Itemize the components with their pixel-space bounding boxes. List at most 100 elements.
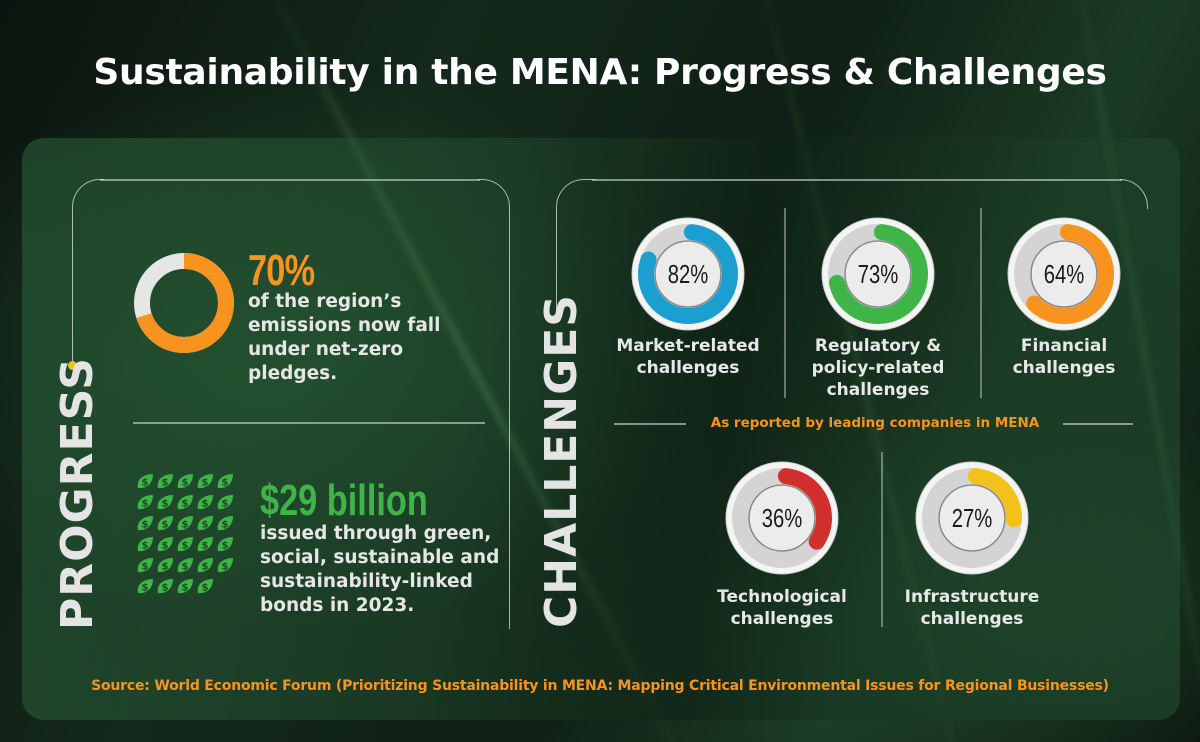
money-leaf-icon: $ [197, 516, 213, 531]
challenge-label-line: Infrastructure [904, 587, 1040, 607]
progress-bracket-left [72, 179, 104, 365]
challenges-bracket-left [556, 179, 596, 319]
svg-text:$: $ [222, 478, 229, 489]
money-leaf-icon: $ [177, 558, 193, 573]
gauge-value: 73% [858, 260, 899, 289]
money-leaf-icon: $ [197, 558, 213, 573]
money-leaf-icon: $ [137, 495, 153, 510]
note-rule-left [614, 423, 686, 425]
challenges-bracket-top [592, 179, 1122, 181]
svg-text:$: $ [162, 562, 169, 573]
money-leaf-icon: $ [217, 537, 233, 552]
money-leaf-icon: $ [217, 495, 233, 510]
svg-text:$: $ [202, 583, 209, 594]
money-leaf-icon: $ [217, 474, 233, 489]
column-divider [881, 452, 883, 627]
stat-description-line: emissions now fall [248, 315, 441, 336]
svg-text:$: $ [222, 499, 229, 510]
money-leaf-icon: $ [197, 495, 213, 510]
svg-text:$: $ [162, 520, 169, 531]
money-leaf-icon: $ [197, 579, 213, 594]
gauge-market: 82% [631, 217, 745, 331]
progress-marker-dot [68, 361, 77, 370]
stat-description: issued through green, social, sustainabl… [260, 522, 499, 618]
svg-text:$: $ [162, 583, 169, 594]
svg-text:$: $ [142, 499, 149, 510]
money-leaf-icon: $ [177, 516, 193, 531]
money-leaf-icon: $ [157, 558, 173, 573]
challenge-label-line: Technological [717, 587, 847, 607]
challenge-label: Market-related challenges [588, 335, 788, 379]
page-title: Sustainability in the MENA: Progress & C… [93, 52, 1107, 93]
stat-description-line: issued through green, [260, 523, 492, 544]
svg-text:$: $ [202, 562, 209, 573]
money-leaf-icon: $ [137, 558, 153, 573]
svg-text:$: $ [222, 562, 229, 573]
money-leaf-icon: $ [177, 537, 193, 552]
stat-green-bonds: $29 billion issued through green, social… [260, 476, 499, 618]
svg-text:$: $ [142, 478, 149, 489]
stat-description-line: pledges. [248, 363, 338, 384]
svg-text:$: $ [182, 541, 189, 552]
money-leaf-icon: $ [217, 558, 233, 573]
money-leaf-icon: $ [137, 516, 153, 531]
svg-text:$: $ [142, 541, 149, 552]
gauge-infrastructure: 27% [915, 461, 1029, 575]
money-leaf-icon: $ [137, 474, 153, 489]
gauge-arc [638, 224, 738, 324]
progress-label: PROGRESS [52, 357, 103, 630]
challenge-label-line: Financial [1020, 336, 1108, 356]
svg-text:$: $ [182, 520, 189, 531]
donut-arc [134, 253, 234, 353]
stat-description-line: under net-zero [248, 339, 404, 360]
challenges-marker-dot [552, 314, 561, 323]
gauge-technological: 36% [725, 461, 839, 575]
gauge-value: 82% [668, 260, 709, 289]
money-leaf-icon: $ [177, 495, 193, 510]
challenge-label-line: challenges [636, 358, 740, 378]
gauge-arc [828, 224, 928, 324]
money-leaf-icon: $ [177, 579, 193, 594]
svg-text:$: $ [182, 583, 189, 594]
challenge-label-line: challenges [920, 609, 1024, 629]
note-rule-right [1063, 423, 1133, 425]
column-divider [784, 208, 786, 398]
svg-text:$: $ [202, 520, 209, 531]
challenge-label-line: challenges [826, 380, 930, 400]
challenge-label-line: challenges [730, 609, 834, 629]
svg-text:$: $ [222, 541, 229, 552]
gauge-inner-dial [938, 484, 1006, 552]
challenge-label: Infrastructure challenges [872, 586, 1072, 630]
donut-chart-icon [134, 253, 234, 353]
challenge-label-line: challenges [1012, 358, 1116, 378]
gauge-arc [1014, 224, 1114, 324]
stat-description-line: social, sustainable and [260, 547, 500, 568]
stat-emissions: 70% of the region’s emissions now fall u… [248, 246, 441, 386]
challenge-label-line: Market-related [616, 336, 760, 356]
money-leaf-icon: $ [157, 537, 173, 552]
gauge-value: 64% [1044, 260, 1085, 289]
money-leaf-icon: $ [197, 474, 213, 489]
svg-text:$: $ [182, 562, 189, 573]
challenges-label: CHALLENGES [536, 294, 587, 628]
challenge-label: Technological challenges [682, 586, 882, 630]
column-divider [980, 208, 982, 398]
stat-value: 70% [248, 246, 315, 295]
svg-text:$: $ [142, 562, 149, 573]
gauge-arc [732, 468, 832, 568]
svg-text:$: $ [222, 520, 229, 531]
money-leaf-icon: $ [137, 579, 153, 594]
stat-description-line: sustainability-linked [260, 571, 473, 592]
challenge-label-line: Regulatory & [814, 336, 942, 356]
money-leaf-icon: $ [157, 495, 173, 510]
reported-note: As reported by leading companies in MENA [710, 415, 1040, 431]
money-leaf-icon: $ [157, 474, 173, 489]
svg-text:$: $ [142, 583, 149, 594]
stat-description-line: of the region’s [248, 291, 402, 312]
challenge-label-line: policy-related [811, 358, 945, 378]
gauge-value: 36% [762, 504, 803, 533]
gauge-financial: 64% [1007, 217, 1121, 331]
money-leaf-icon: $ [217, 516, 233, 531]
progress-bracket-top [100, 179, 480, 181]
money-leaf-icon: $ [197, 537, 213, 552]
